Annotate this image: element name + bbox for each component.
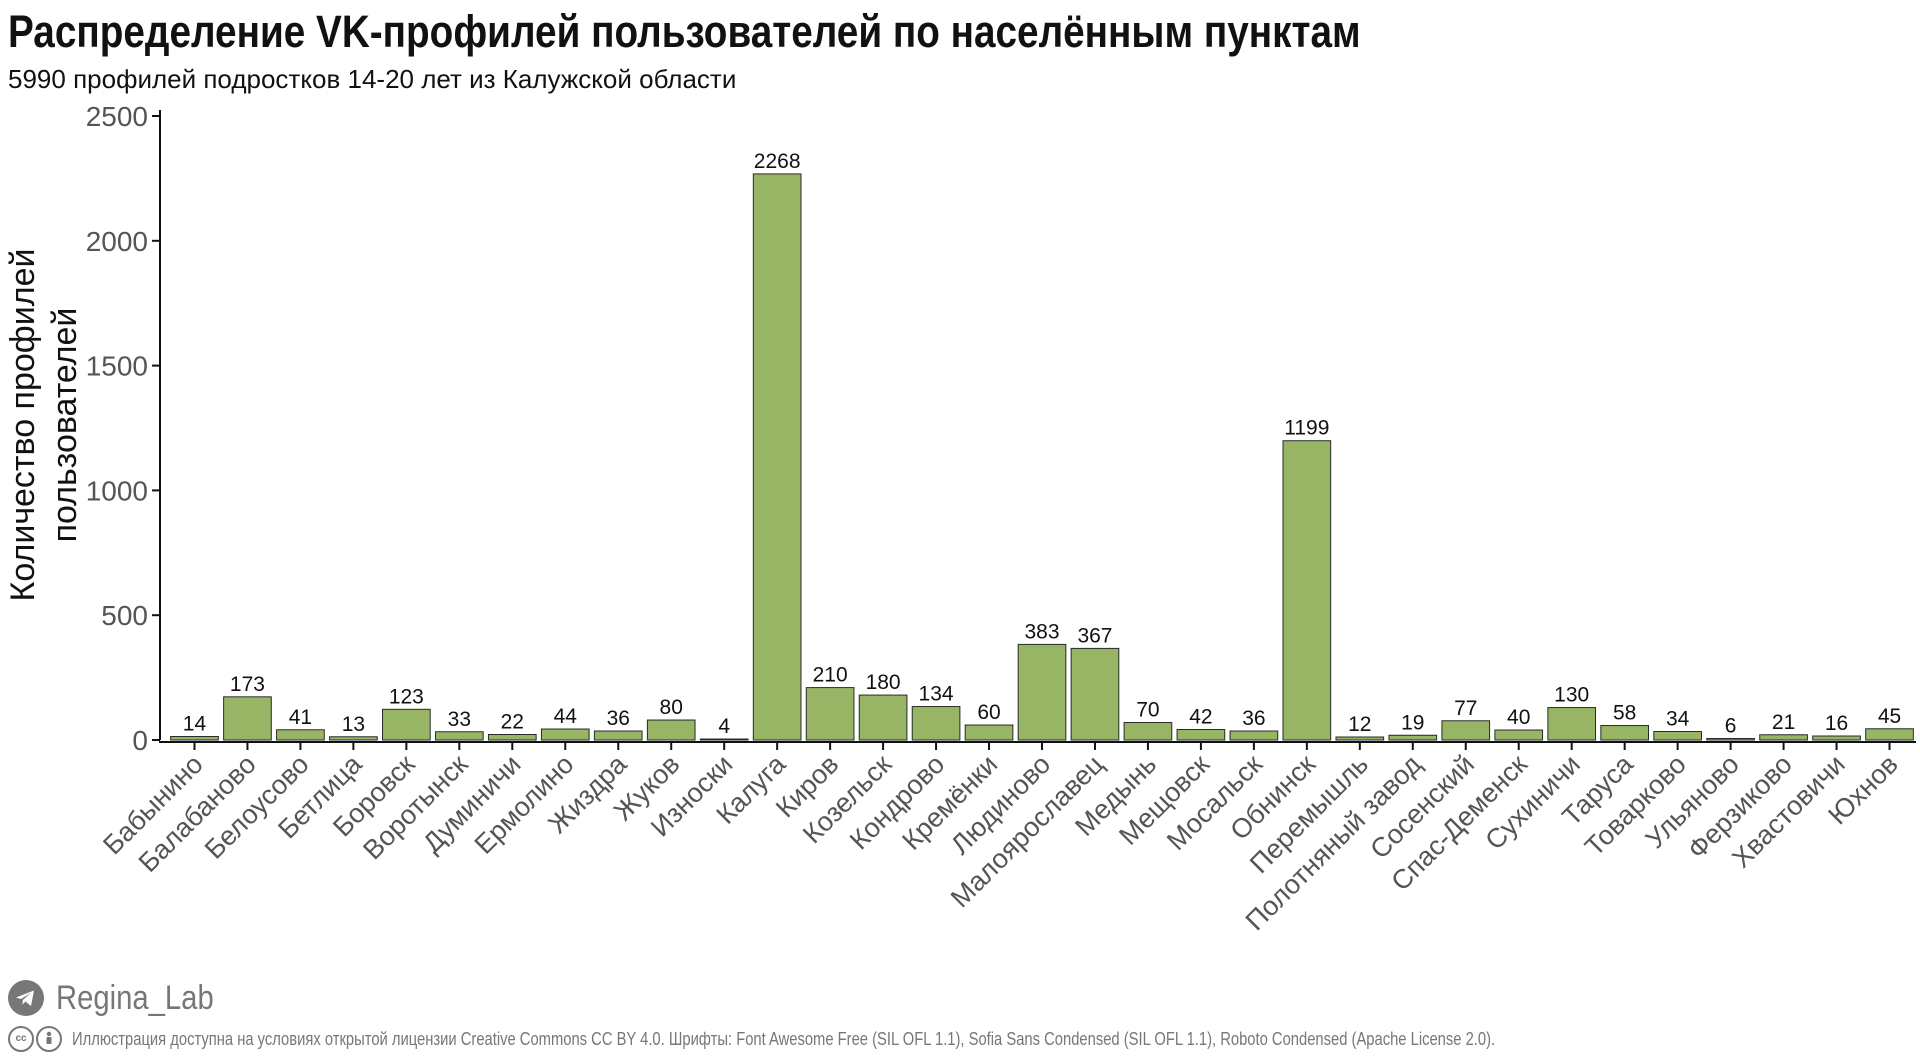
bar bbox=[329, 736, 378, 741]
cc-icon: cc bbox=[8, 1026, 34, 1052]
y-tick-label: 1500 bbox=[86, 351, 148, 382]
bar-value-label: 1199 bbox=[1284, 417, 1329, 440]
bar-value-label: 134 bbox=[919, 683, 954, 706]
bar-value-label: 180 bbox=[866, 671, 901, 694]
bar-value-label: 33 bbox=[448, 708, 471, 731]
bar bbox=[805, 687, 855, 741]
y-tick-label: 500 bbox=[101, 600, 148, 631]
bar bbox=[1547, 707, 1597, 741]
bar bbox=[1494, 729, 1544, 741]
bar bbox=[1335, 736, 1385, 741]
bar-value-label: 367 bbox=[1077, 624, 1112, 647]
y-tick-label: 1000 bbox=[86, 475, 148, 506]
bar-value-label: 16 bbox=[1825, 712, 1848, 735]
bar-value-label: 130 bbox=[1554, 684, 1589, 707]
bar-value-label: 42 bbox=[1189, 706, 1212, 729]
bar bbox=[382, 708, 431, 741]
bar-value-label: 4 bbox=[718, 715, 730, 738]
bar bbox=[170, 736, 219, 741]
bar-value-label: 22 bbox=[501, 711, 524, 734]
bar bbox=[1176, 729, 1226, 741]
bar-value-label: 44 bbox=[554, 705, 578, 728]
y-tick-label: 2500 bbox=[86, 101, 148, 132]
y-axis: 0 500 1000 1500 2000 2500 bbox=[86, 101, 161, 756]
bar bbox=[858, 694, 908, 741]
bar-value-label: 210 bbox=[813, 664, 848, 687]
bar-value-label: 21 bbox=[1772, 711, 1795, 734]
bar bbox=[540, 728, 590, 741]
bar bbox=[1388, 734, 1438, 741]
bar bbox=[699, 738, 749, 741]
bar-value-label: 70 bbox=[1136, 699, 1159, 722]
bars bbox=[170, 173, 1914, 741]
bar-value-label: 40 bbox=[1507, 706, 1530, 729]
bar-value-label: 34 bbox=[1666, 708, 1690, 731]
bar bbox=[964, 724, 1014, 741]
y-axis-title-line-2: пользователей bbox=[46, 308, 84, 543]
bar bbox=[593, 730, 643, 741]
bar-value-label: 173 bbox=[230, 673, 265, 696]
bar bbox=[276, 729, 325, 741]
y-tick-label: 0 bbox=[132, 725, 148, 756]
bar bbox=[1441, 720, 1491, 741]
bar-value-label: 6 bbox=[1725, 715, 1737, 738]
footer-brand: Regina_Lab bbox=[8, 978, 239, 1018]
bar bbox=[646, 719, 696, 741]
bar-value-label: 12 bbox=[1348, 713, 1371, 736]
bar bbox=[1282, 440, 1332, 741]
chart-subtitle: 5990 профилей подростков 14-20 лет из Ка… bbox=[8, 64, 737, 94]
bar bbox=[1759, 734, 1808, 741]
attribution-icon bbox=[36, 1026, 62, 1052]
bar bbox=[752, 173, 802, 741]
bar bbox=[1017, 643, 1067, 741]
chart-title: Распределение VK-профилей пользователей … bbox=[8, 6, 1361, 57]
cc-license-icons: cc bbox=[8, 1026, 62, 1052]
bar-value-label: 13 bbox=[342, 713, 365, 736]
bar bbox=[1812, 735, 1861, 741]
y-axis-title: Количество профилей пользователей bbox=[4, 249, 84, 602]
license-text: Иллюстрация доступна на условиях открыто… bbox=[72, 1028, 1496, 1049]
brand-name[interactable]: Regina_Lab bbox=[56, 978, 214, 1017]
bar-value-label: 58 bbox=[1613, 702, 1636, 725]
y-axis-title-line-1: Количество профилей bbox=[4, 249, 42, 602]
bar bbox=[1600, 725, 1650, 741]
bar bbox=[1653, 731, 1702, 741]
bar-value-label: 383 bbox=[1024, 620, 1059, 643]
bar bbox=[487, 734, 537, 741]
bar-value-label: 41 bbox=[289, 706, 312, 729]
telegram-icon[interactable] bbox=[8, 980, 44, 1016]
bar-value-label: 14 bbox=[183, 713, 207, 736]
bar-value-label: 60 bbox=[977, 701, 1000, 724]
bar-value-label: 123 bbox=[389, 685, 424, 708]
bar bbox=[1706, 738, 1755, 741]
bar bbox=[1123, 722, 1173, 741]
bar bbox=[1865, 728, 1914, 741]
bar bbox=[223, 696, 272, 741]
bar bbox=[911, 706, 961, 741]
bar-value-label: 2268 bbox=[754, 150, 801, 173]
bar-value-label: 77 bbox=[1454, 697, 1477, 720]
bar-value-label: 19 bbox=[1401, 711, 1424, 734]
bar bbox=[1070, 647, 1120, 741]
x-axis: БабыниноБалабановоБелоусовоБетлицаБоровс… bbox=[97, 741, 1916, 936]
bar-value-label: 45 bbox=[1878, 705, 1901, 728]
bar-value-label: 80 bbox=[660, 696, 683, 719]
footer-license: cc Иллюстрация доступна на условиях откр… bbox=[8, 1024, 1808, 1054]
value-labels: 14 173 41 13 123 33 22 44 36 80 4 2268 210 180 134 60 38… bbox=[183, 150, 1901, 738]
bar-value-label: 36 bbox=[607, 707, 630, 730]
bar bbox=[1229, 730, 1279, 741]
bar-value-label: 36 bbox=[1242, 707, 1265, 730]
y-tick-label: 2000 bbox=[86, 226, 148, 257]
bar bbox=[434, 731, 484, 741]
